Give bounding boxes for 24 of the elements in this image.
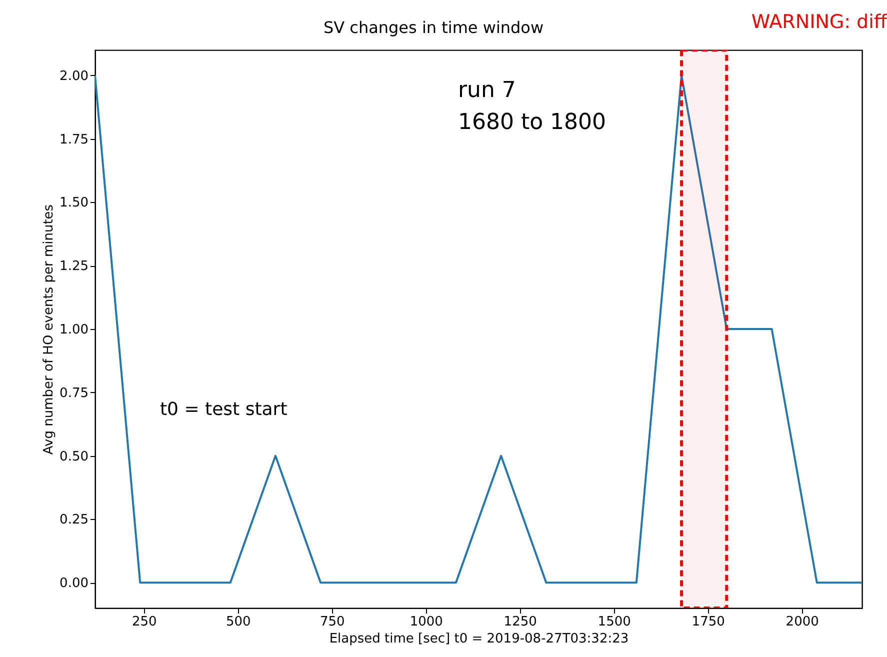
x-tick-label: 250: [132, 614, 157, 630]
y-tick-label: 1.25: [60, 259, 88, 274]
y-tick-label: 1.75: [60, 132, 88, 148]
y-tick-label: 2.00: [60, 68, 88, 84]
y-tick-label: 1.50: [60, 196, 88, 211]
y-tick-label: 0.00: [60, 576, 88, 592]
x-tick-label: 500: [226, 614, 251, 630]
chart-title: SV changes in time window: [323, 18, 544, 37]
y-tick-label: 1.00: [60, 322, 88, 338]
x-tick-label: 1500: [598, 614, 631, 630]
x-tick-label: 750: [320, 614, 345, 630]
y-axis-title: Avg number of HO events per minutes: [42, 204, 57, 455]
x-tick-label: 1250: [504, 614, 537, 630]
line-series: [95, 74, 862, 584]
x-axis-title: Elapsed time [sec] t0 = 2019-08-27T03:32:23: [329, 632, 629, 646]
y-tick-label: 0.50: [60, 449, 88, 464]
annotation: run 7 1680 to 1800: [458, 78, 606, 135]
x-tick-label: 2000: [786, 614, 819, 630]
x-tick-label: 1750: [692, 614, 725, 630]
text: WARNING: diff: [751, 11, 887, 33]
y-tick-label: 0.75: [60, 386, 88, 401]
annotation: t0 = test start: [160, 399, 288, 420]
x-tick-label: 1000: [410, 614, 443, 630]
y-tick-label: 0.25: [60, 512, 88, 528]
